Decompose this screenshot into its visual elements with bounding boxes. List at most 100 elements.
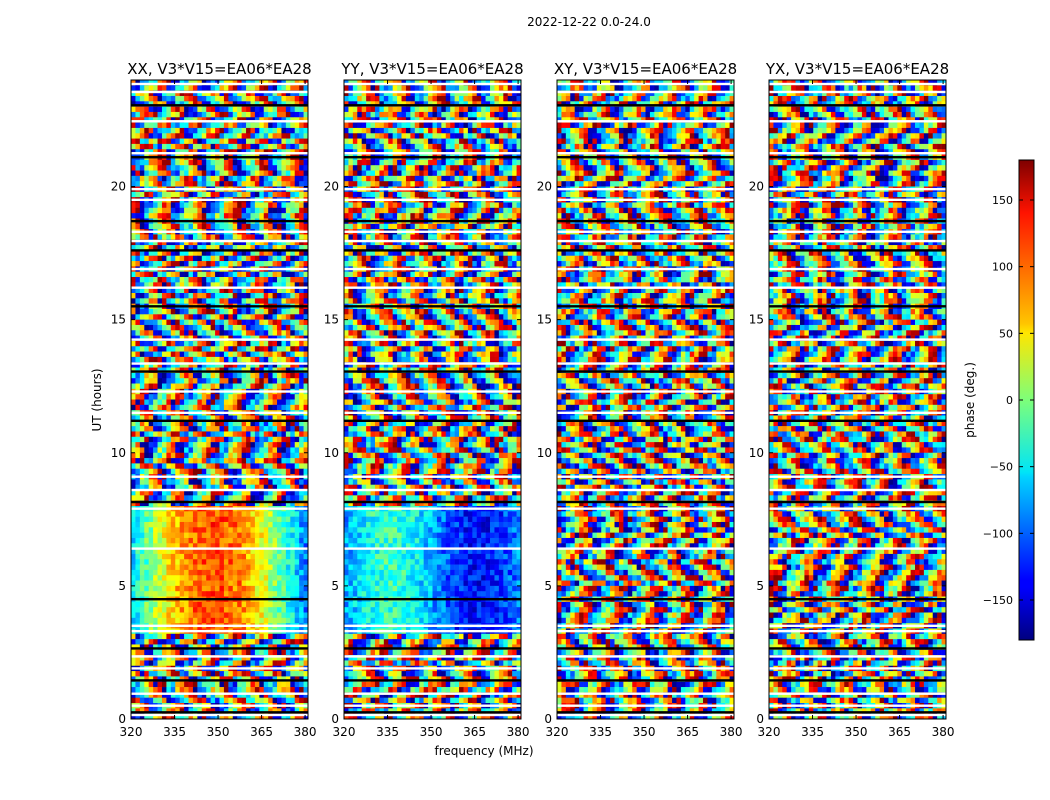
heatmap-cell bbox=[206, 106, 211, 113]
heatmap-cell bbox=[254, 356, 260, 363]
heatmap-cell bbox=[303, 404, 309, 411]
heatmap-cell bbox=[263, 293, 269, 299]
heatmap-cell bbox=[139, 394, 145, 400]
heatmap-cell bbox=[139, 287, 145, 294]
heatmap-cell bbox=[241, 575, 247, 581]
heatmap-cell bbox=[197, 442, 203, 448]
heatmap-cell bbox=[259, 271, 265, 278]
heatmap-cell bbox=[135, 559, 141, 565]
heatmap-cell bbox=[144, 404, 149, 411]
heatmap-cell bbox=[170, 484, 176, 491]
heatmap-cell bbox=[219, 671, 225, 677]
heatmap-cell bbox=[272, 372, 278, 379]
heatmap-cell bbox=[290, 239, 296, 246]
heatmap-cell bbox=[228, 138, 234, 145]
heatmap-cell bbox=[285, 340, 291, 347]
heatmap-cell bbox=[179, 463, 185, 470]
heatmap-cell bbox=[179, 351, 185, 358]
heatmap-cell bbox=[188, 191, 194, 198]
heatmap-cell bbox=[215, 261, 220, 267]
heatmap-cell bbox=[188, 681, 194, 688]
heatmap-cell bbox=[223, 671, 229, 677]
heatmap-cell bbox=[206, 308, 211, 315]
heatmap-cell bbox=[188, 490, 194, 496]
heatmap-cell bbox=[277, 351, 282, 358]
heatmap-cell bbox=[201, 181, 207, 187]
heatmap-cell bbox=[201, 617, 207, 624]
heatmap-cell bbox=[259, 436, 265, 443]
heatmap-cell bbox=[188, 607, 194, 613]
flagged-band bbox=[131, 198, 308, 202]
heatmap-cell bbox=[188, 213, 194, 219]
heatmap-cell bbox=[192, 122, 198, 129]
heatmap-cell bbox=[263, 649, 269, 656]
heatmap-cell bbox=[268, 687, 273, 693]
heatmap-cell bbox=[259, 90, 265, 97]
heatmap-cell bbox=[219, 255, 225, 262]
panel-title: XX, V3*V15=EA06*EA28 bbox=[127, 60, 311, 78]
heatmap-cell bbox=[268, 601, 273, 608]
heatmap-cell bbox=[290, 617, 296, 624]
heatmap-cell bbox=[303, 298, 309, 304]
heatmap-cell bbox=[246, 346, 251, 352]
heatmap-cell bbox=[450, 90, 455, 97]
heatmap-cell bbox=[232, 293, 238, 299]
heatmap-cell bbox=[131, 479, 136, 486]
heatmap-cell bbox=[290, 511, 296, 517]
heatmap-cell bbox=[144, 655, 149, 661]
heatmap-cell bbox=[237, 484, 242, 491]
heatmap-cell bbox=[263, 617, 269, 624]
heatmap-cell bbox=[410, 85, 416, 91]
heatmap-cell bbox=[250, 122, 256, 129]
heatmap-cell bbox=[290, 612, 296, 619]
heatmap-cell bbox=[281, 340, 287, 347]
heatmap-cell bbox=[290, 122, 296, 129]
heatmap-cell bbox=[223, 213, 229, 219]
heatmap-cell bbox=[250, 346, 256, 352]
heatmap-cell bbox=[246, 250, 251, 257]
heatmap-cell bbox=[148, 356, 154, 363]
heatmap-cell bbox=[210, 202, 216, 209]
heatmap-cell bbox=[210, 607, 216, 613]
heatmap-cell bbox=[175, 245, 180, 251]
heatmap-cell bbox=[259, 580, 265, 587]
heatmap-cell bbox=[166, 383, 172, 390]
heatmap-cell bbox=[512, 90, 517, 97]
heatmap-cell bbox=[210, 346, 216, 352]
heatmap-cell bbox=[184, 442, 189, 448]
heatmap-cell bbox=[254, 585, 260, 592]
heatmap-cell bbox=[250, 543, 256, 549]
heatmap-cell bbox=[223, 404, 229, 411]
heatmap-cell bbox=[161, 293, 167, 299]
heatmap-cell bbox=[197, 431, 203, 438]
heatmap-cell bbox=[223, 569, 229, 576]
heatmap-cell bbox=[254, 245, 260, 251]
heatmap-cell bbox=[237, 713, 242, 720]
heatmap-cell bbox=[170, 617, 176, 624]
heatmap-cell bbox=[131, 298, 136, 304]
heatmap-cell bbox=[290, 378, 296, 384]
heatmap-cell bbox=[166, 404, 172, 411]
heatmap-cell bbox=[139, 692, 145, 699]
heatmap-cell bbox=[144, 383, 149, 390]
heatmap-cell bbox=[219, 420, 225, 427]
heatmap-cell bbox=[135, 591, 141, 597]
heatmap-cell bbox=[303, 601, 309, 608]
heatmap-cell bbox=[294, 202, 300, 209]
heatmap-cell bbox=[161, 271, 167, 278]
heatmap-cell bbox=[206, 521, 211, 528]
flagged-band bbox=[131, 249, 308, 252]
heatmap-cell bbox=[259, 207, 265, 214]
heatmap-cell bbox=[237, 165, 242, 171]
heatmap-cell bbox=[290, 330, 296, 336]
heatmap-cell bbox=[219, 372, 225, 379]
heatmap-cell bbox=[281, 639, 287, 645]
heatmap-cell bbox=[250, 569, 256, 576]
heatmap-cell bbox=[179, 447, 185, 454]
heatmap-cell bbox=[250, 431, 256, 438]
heatmap-cell bbox=[210, 111, 216, 118]
heatmap-cell bbox=[188, 404, 194, 411]
heatmap-cell bbox=[246, 207, 251, 214]
heatmap-cell bbox=[175, 261, 180, 267]
